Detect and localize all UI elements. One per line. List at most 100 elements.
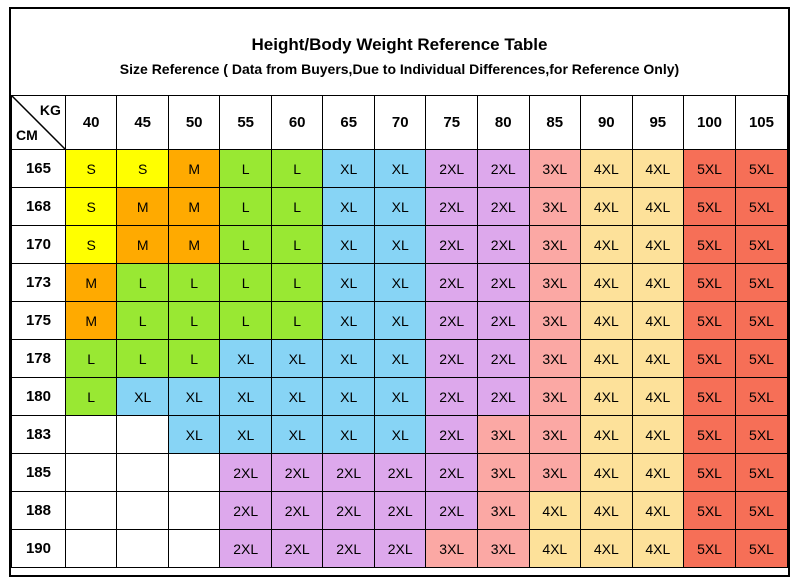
size-cell: 2XL — [373, 453, 427, 492]
size-cell: 2XL — [425, 263, 478, 302]
size-cell — [167, 529, 221, 568]
table-row: 178 L L L XL XL XL XL 2XL 2XL 3XL 4XL 4XL 5XL 5XL — [11, 339, 789, 378]
weight-header-cell: 65 — [322, 95, 375, 150]
size-cell: 2XL — [425, 149, 478, 188]
height-cell: 188 — [11, 491, 66, 530]
size-cell: 5XL — [683, 187, 736, 226]
size-cell: 5XL — [734, 339, 789, 378]
weight-header-cell: 80 — [477, 95, 530, 150]
size-cell: 3XL — [528, 415, 582, 454]
size-cell: 2XL — [425, 415, 478, 454]
size-cell: XL — [322, 263, 375, 302]
size-cell: 5XL — [683, 453, 736, 492]
size-cell — [116, 453, 169, 492]
size-cell: 2XL — [219, 491, 272, 530]
size-cell: XL — [373, 187, 427, 226]
size-cell: 4XL — [580, 339, 633, 378]
size-cell: 2XL — [425, 339, 478, 378]
size-cell: 3XL — [425, 529, 478, 568]
size-cell: 5XL — [683, 339, 736, 378]
size-cell: L — [219, 187, 272, 226]
size-cell: XL — [373, 149, 427, 188]
size-cell: L — [270, 187, 324, 226]
size-cell: 4XL — [580, 187, 633, 226]
weight-header-row: KG CM 40 45 50 55 60 65 70 75 80 85 90 95 100 105 — [11, 95, 789, 150]
diagonal-line — [12, 96, 65, 149]
table-row: 180 L XL XL XL XL XL XL 2XL 2XL 3XL 4XL 4XL 5XL 5XL — [11, 377, 789, 416]
size-cell: XL — [322, 415, 375, 454]
size-cell: S — [64, 225, 118, 264]
size-cell: 5XL — [683, 491, 736, 530]
table-row: 183 XL XL XL XL XL 2XL 3XL 3XL 4XL 4XL 5XL 5XL — [11, 415, 789, 454]
size-cell: L — [64, 377, 118, 416]
size-cell: 3XL — [528, 225, 582, 264]
size-cell: M — [167, 187, 221, 226]
size-cell: 5XL — [683, 301, 736, 340]
weight-header-cell: 75 — [425, 95, 478, 150]
size-cell: 4XL — [580, 377, 633, 416]
size-cell: L — [219, 301, 272, 340]
size-cell: 4XL — [580, 225, 633, 264]
height-cell: 178 — [11, 339, 66, 378]
size-cell: L — [270, 263, 324, 302]
size-cell: 5XL — [683, 263, 736, 302]
height-cell: 168 — [11, 187, 66, 226]
size-cell: 2XL — [322, 491, 375, 530]
page-title: Height/Body Weight Reference Table — [251, 35, 548, 54]
size-cell: 3XL — [477, 453, 530, 492]
height-cell: 165 — [11, 149, 66, 188]
size-cell — [116, 415, 169, 454]
size-cell: 5XL — [734, 529, 789, 568]
size-cell: 2XL — [425, 453, 478, 492]
size-cell: 3XL — [477, 415, 530, 454]
size-cell: 5XL — [734, 187, 789, 226]
table-row: 165 S S M L L XL XL 2XL 2XL 3XL 4XL 4XL 5XL 5XL — [11, 149, 789, 188]
page-subtitle: Size Reference ( Data from Buyers,Due to… — [119, 61, 680, 77]
size-cell: XL — [322, 149, 375, 188]
size-cell — [64, 529, 118, 568]
size-cell: 5XL — [734, 301, 789, 340]
size-cell: L — [219, 225, 272, 264]
size-cell: 3XL — [528, 339, 582, 378]
size-cell: L — [219, 149, 272, 188]
size-cell: 5XL — [734, 415, 789, 454]
size-cell: 5XL — [734, 225, 789, 264]
size-cell: 2XL — [477, 149, 530, 188]
size-cell: 2XL — [477, 187, 530, 226]
size-cell: 2XL — [219, 453, 272, 492]
corner-cell: KG CM — [11, 95, 66, 150]
size-cell: 2XL — [322, 529, 375, 568]
size-cell: XL — [116, 377, 169, 416]
size-cell: XL — [219, 377, 272, 416]
weight-header-cell: 105 — [734, 95, 789, 150]
size-cell: 3XL — [528, 263, 582, 302]
weight-header-cell: 40 — [64, 95, 118, 150]
size-cell: 2XL — [373, 529, 427, 568]
size-cell: 5XL — [683, 225, 736, 264]
size-cell: 4XL — [580, 453, 633, 492]
size-cell: 2XL — [477, 339, 530, 378]
height-unit-label: CM — [16, 127, 38, 143]
size-cell: L — [167, 339, 221, 378]
size-cell: XL — [270, 377, 324, 416]
size-cell: 4XL — [631, 377, 685, 416]
size-cell: 2XL — [477, 225, 530, 264]
size-cell — [64, 491, 118, 530]
size-cell: L — [64, 339, 118, 378]
size-cell: XL — [167, 377, 221, 416]
size-cell — [116, 529, 169, 568]
size-cell: XL — [322, 339, 375, 378]
size-cell: 2XL — [425, 491, 478, 530]
weight-header-cell: 85 — [528, 95, 582, 150]
table-row: 170 S M M L L XL XL 2XL 2XL 3XL 4XL 4XL 5XL 5XL — [11, 225, 789, 264]
size-cell: XL — [322, 187, 375, 226]
size-cell: 2XL — [477, 263, 530, 302]
size-cell: 5XL — [683, 377, 736, 416]
size-cell — [64, 453, 118, 492]
weight-header-cell: 90 — [580, 95, 633, 150]
height-cell: 170 — [11, 225, 66, 264]
size-cell: M — [64, 301, 118, 340]
size-cell: 4XL — [631, 415, 685, 454]
height-cell: 180 — [11, 377, 66, 416]
size-cell: 4XL — [631, 491, 685, 530]
